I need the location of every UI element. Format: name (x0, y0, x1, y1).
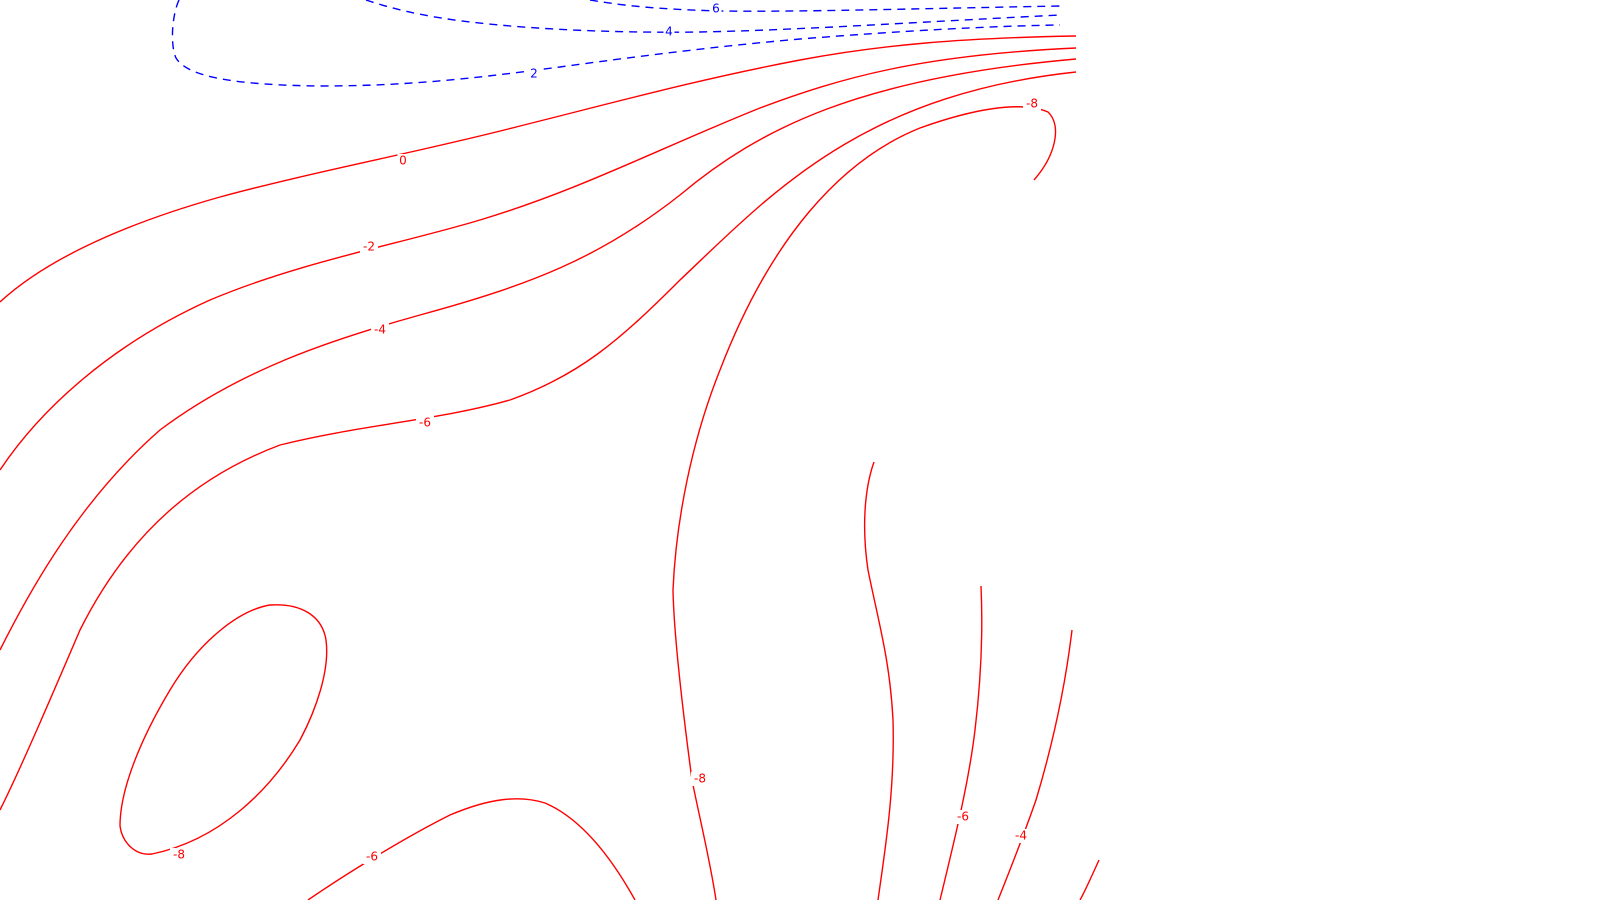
contour-line-neg2-4 (0, 47, 1077, 471)
contour-line-0-3 (0, 35, 1077, 303)
contour-label-neg4-12: -4 (1015, 829, 1027, 843)
contour-label-4-1: 4 (665, 25, 673, 39)
contour-line-neg4-5 (0, 58, 1077, 651)
contour-label-neg6-10: -6 (366, 850, 378, 864)
contour-label-bg-11 (954, 810, 972, 824)
contour-line-neg4-12 (997, 629, 1073, 900)
contour-label-2-2: 2 (530, 67, 538, 81)
contour-label-bg-6 (416, 416, 434, 430)
contour-line-neg6-9 (307, 798, 636, 900)
contour-label-neg2-4: -2 (363, 240, 375, 254)
contour-label-bg-7 (1023, 97, 1041, 111)
contour-line-neg6-10 (863, 461, 894, 900)
contour-line-neg4-13 (1079, 859, 1100, 900)
contour-label-bg-3 (397, 154, 409, 168)
contour-label-6-0: 6 (712, 2, 720, 16)
contour-label-neg8-9: -8 (173, 848, 185, 862)
contour-label-bg-5 (371, 323, 389, 337)
contour-label-neg6-11: -6 (957, 810, 969, 824)
contour-label-bg-4 (360, 240, 378, 254)
contour-label-bg-8 (691, 772, 709, 786)
contour-label-neg4-5: -4 (374, 323, 386, 337)
contour-label-neg6-6: -6 (419, 416, 431, 430)
contour-line-neg6-11 (939, 585, 983, 900)
contour-label-bg-12 (1012, 829, 1030, 843)
contour-line-neg8-7 (672, 106, 1057, 900)
contour-label-bg-10 (363, 850, 381, 864)
contour-line-neg8-8 (119, 604, 328, 855)
contour-label-neg8-8: -8 (694, 772, 706, 786)
contour-label-bg-0 (710, 2, 722, 16)
contour-line-neg6-6 (0, 71, 1077, 811)
contour-label-bg-9 (170, 848, 188, 862)
contour-line-6-2 (589, 0, 1061, 12)
contour-label-bg-2 (528, 67, 540, 81)
contour-label-neg8-7: -8 (1026, 97, 1038, 111)
contour-label-0-3: 0 (399, 154, 407, 168)
contour-label-bg-1 (663, 25, 675, 39)
